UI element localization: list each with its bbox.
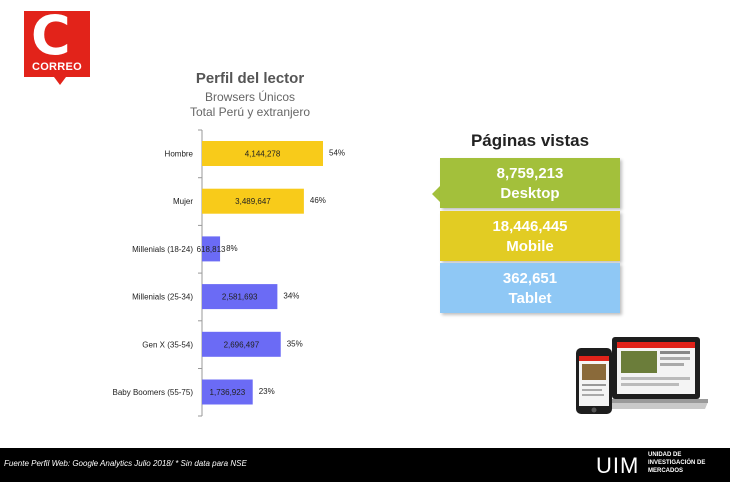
bar-value-label: 618,813: [197, 245, 226, 254]
bar-value-label: 3,489,647: [235, 197, 271, 206]
devices-illustration: [576, 337, 708, 414]
mobile-box: 18,446,445 Mobile: [440, 211, 620, 261]
percent-label: 34%: [283, 292, 299, 301]
uim-unit-name: UNIDAD DE INVESTIGACIÓN DE MERCADOS: [648, 451, 705, 475]
desktop-pointer: [432, 186, 440, 202]
laptop-site-photo: [621, 351, 657, 373]
uim-unit-line-1: UNIDAD DE: [648, 452, 682, 458]
bar-value-label: 2,581,693: [222, 293, 258, 302]
desktop-box: 8,759,213 Desktop: [440, 158, 620, 208]
percent-label: 23%: [259, 387, 275, 396]
phone-site-line: [582, 394, 604, 396]
logo-tip: [54, 77, 66, 85]
percent-label: 35%: [287, 339, 303, 348]
audience-bar-chart: Hombre 4,144,278 54% Mujer 3,489,647 46% Mille…: [113, 129, 345, 417]
laptop-site-line: [660, 357, 690, 360]
desktop-value: 8,759,213: [496, 165, 564, 182]
laptop-base: [604, 402, 708, 409]
mobile-label: Mobile: [506, 238, 554, 255]
chart-subtitle-2: Total Perú y extranjero: [189, 105, 311, 119]
desktop-label: Desktop: [500, 185, 560, 202]
bar: [202, 236, 221, 262]
bar-value-label: 4,144,278: [245, 150, 281, 159]
tablet-value: 362,651: [502, 270, 558, 287]
logo-name: CORREO: [31, 61, 83, 73]
category-label: Baby Boomers (55-75): [113, 388, 194, 397]
bar: [202, 331, 281, 357]
mobile-value: 18,446,445: [492, 218, 568, 235]
laptop-site-line: [621, 383, 679, 386]
phone-site-line: [582, 389, 602, 391]
percent-label: 54%: [329, 149, 345, 158]
category-label: Millenials (25-34): [132, 293, 193, 302]
category-label: Millenials (18-24): [132, 245, 193, 254]
percent-label: 46%: [310, 196, 326, 205]
correo-logo: C CORREO: [24, 6, 90, 85]
phone-site-header: [579, 356, 609, 361]
bar-value-label: 2,696,497: [224, 340, 260, 349]
laptop-site-line: [660, 351, 690, 354]
uim-unit-line-3: MERCADOS: [648, 468, 684, 474]
source-note: Fuente Perfil Web: Google Analytics Juli…: [4, 459, 247, 468]
category-label: Gen X (35-54): [142, 340, 193, 349]
laptop-hinge: [604, 399, 708, 403]
phone-site-line: [582, 384, 606, 386]
bar: [202, 141, 323, 166]
bar: [202, 379, 253, 405]
laptop-site-line: [660, 363, 684, 366]
tablet-box: 362,651 Tablet: [440, 263, 620, 313]
paginas-vistas-title: Páginas vistas: [470, 131, 590, 150]
phone-screen: [579, 356, 609, 406]
laptop-site-line: [621, 377, 690, 380]
phone-site-photo: [582, 364, 606, 380]
chart-title: Perfil del lector: [195, 70, 305, 87]
bar-value-label: 1,736,923: [210, 388, 246, 397]
tablet-label: Tablet: [508, 290, 552, 307]
bar: [202, 284, 278, 310]
category-label: Hombre: [165, 150, 194, 159]
percent-label: 8%: [226, 244, 238, 253]
uim-brand: UIM: [596, 453, 640, 478]
chart-subtitle-1: Browsers Únicos: [204, 90, 296, 104]
footer-bar: Fuente Perfil Web: Google Analytics Juli…: [0, 448, 730, 482]
laptop-site-header: [617, 342, 695, 348]
bar: [202, 188, 304, 214]
uim-unit-line-2: INVESTIGACIÓN DE: [648, 460, 706, 466]
category-label: Mujer: [173, 197, 193, 206]
logo-letter: C: [31, 4, 71, 67]
phone-home-button: [591, 407, 597, 413]
